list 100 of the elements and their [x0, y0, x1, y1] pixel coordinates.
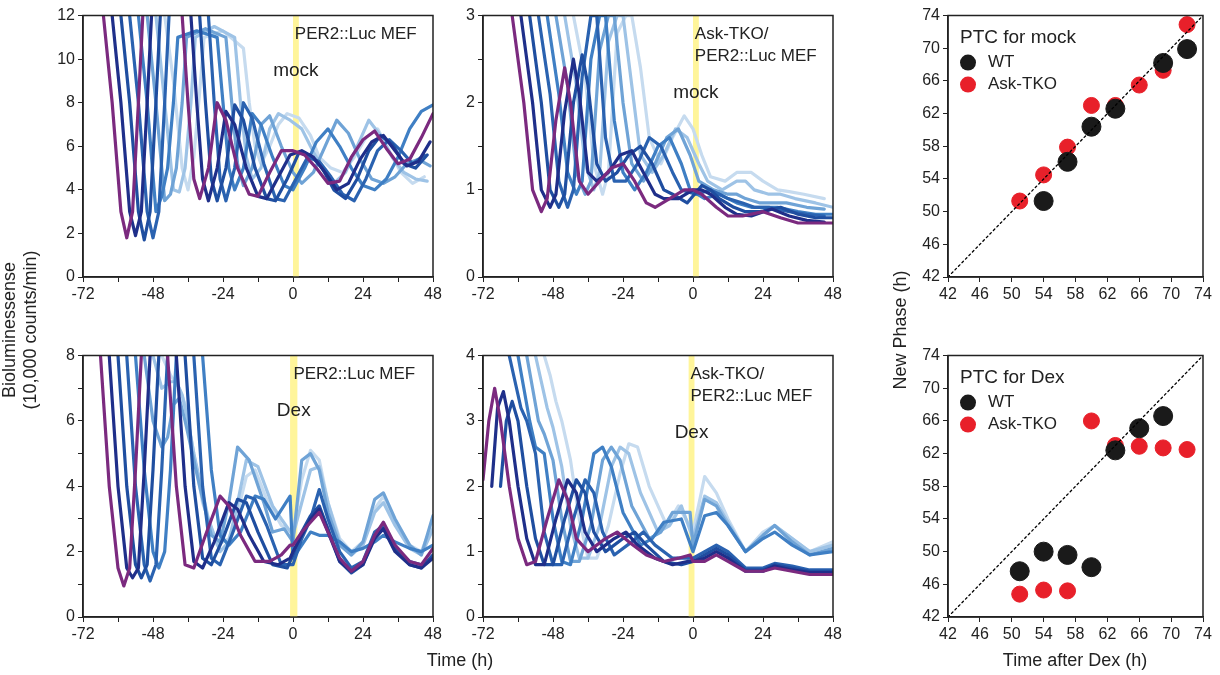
y-axis-title: New Phase (h) — [889, 269, 911, 392]
y-tick-label: 4 — [466, 346, 476, 364]
y-tick-label: 8 — [66, 93, 76, 111]
y-tick-label: 1 — [466, 542, 476, 560]
legend-label: Ask-TKO — [988, 414, 1057, 434]
y-tick-label: 6 — [66, 136, 76, 154]
y-tick-label: 58 — [922, 136, 941, 154]
x-tick-label: 48 — [824, 625, 842, 643]
x-tick-label: -24 — [211, 285, 235, 303]
legend-title: PTC for Dex — [960, 365, 1066, 387]
x-tick-label: 66 — [1130, 285, 1149, 303]
x-tick-label: 50 — [1002, 285, 1021, 303]
annotation: mock — [673, 81, 720, 103]
y-tick-label: 54 — [922, 169, 941, 187]
x-tick-label: 70 — [1162, 625, 1181, 643]
y-tick-label: 74 — [922, 6, 941, 24]
annotation: Ask-TKO/ — [694, 23, 769, 43]
x-tick-label: 24 — [354, 625, 372, 643]
x-tick-label: -24 — [211, 625, 235, 643]
x-tick-label: 66 — [1130, 625, 1149, 643]
y-tick-label: 42 — [922, 607, 941, 625]
y-tick-label: 50 — [922, 542, 941, 560]
y-tick-label: 46 — [922, 234, 941, 252]
annotation: PER2::Luc MEF — [694, 45, 817, 65]
x-tick-label: -72 — [471, 285, 495, 303]
y-tick-label: 1 — [466, 180, 476, 198]
legend-label: Ask-TKO — [988, 74, 1057, 94]
y-tick-label: 0 — [466, 267, 476, 285]
y-tick-label: 50 — [922, 202, 941, 220]
x-tick-label: 42 — [939, 285, 957, 303]
y-tick-label: 4 — [66, 476, 76, 494]
y-tick-label: 62 — [922, 104, 941, 122]
x-tick-label: 24 — [754, 625, 772, 643]
x-tick-label: -24 — [611, 285, 635, 303]
annotation: Dex — [276, 399, 312, 421]
x-tick-label: -72 — [71, 285, 95, 303]
annotation: mock — [273, 59, 320, 81]
annotation: Ask-TKO/ — [690, 363, 765, 383]
x-axis-title: Time (h) — [426, 649, 494, 671]
y-tick-label: 8 — [66, 346, 76, 364]
x-tick-label: -48 — [141, 285, 165, 303]
y-tick-label: 0 — [66, 607, 76, 625]
y-tick-label: 74 — [922, 346, 941, 364]
y-tick-label: 46 — [922, 574, 941, 592]
y-tick-label: 3 — [466, 6, 476, 24]
x-tick-label: 24 — [354, 285, 372, 303]
x-tick-label: 24 — [754, 285, 772, 303]
x-tick-label: -48 — [541, 285, 565, 303]
x-tick-label: -24 — [611, 625, 635, 643]
x-tick-label: 74 — [1194, 625, 1212, 643]
y-tick-label: 4 — [66, 180, 76, 198]
x-tick-label: 54 — [1034, 285, 1053, 303]
x-tick-label: 0 — [688, 625, 698, 643]
y-tick-label: 66 — [922, 411, 941, 429]
y-tick-label: 66 — [922, 71, 941, 89]
x-tick-label: -72 — [71, 625, 95, 643]
x-tick-label: 62 — [1098, 285, 1117, 303]
x-tick-label: 74 — [1194, 285, 1212, 303]
x-tick-label: 46 — [970, 285, 989, 303]
x-tick-label: 48 — [424, 285, 442, 303]
x-tick-label: 0 — [288, 285, 298, 303]
x-tick-label: -48 — [141, 625, 165, 643]
y-tick-label: 3 — [466, 411, 476, 429]
y-tick-label: 54 — [922, 509, 941, 527]
y-tick-label: 70 — [922, 378, 941, 396]
legend-title: PTC for mock — [960, 25, 1077, 47]
y-tick-label: 42 — [922, 267, 941, 285]
x-tick-label: 50 — [1002, 625, 1021, 643]
legend-label: WT — [988, 392, 1015, 412]
annotation: PER2::Luc MEF — [690, 385, 813, 405]
x-tick-label: 48 — [424, 625, 442, 643]
x-tick-label: 0 — [288, 625, 298, 643]
x-tick-label: 46 — [970, 625, 989, 643]
annotation: Dex — [674, 421, 709, 443]
y-tick-label: 58 — [922, 476, 941, 494]
annotation: PER2::Luc MEF — [293, 363, 416, 383]
x-tick-label: 48 — [824, 285, 842, 303]
y-tick-label: 62 — [922, 444, 941, 462]
y-tick-label: 6 — [66, 411, 76, 429]
y-tick-label: 0 — [66, 267, 76, 285]
x-tick-label: 42 — [939, 625, 957, 643]
x-tick-label: 58 — [1066, 285, 1085, 303]
y-tick-label: 12 — [57, 6, 76, 24]
x-tick-label: -72 — [471, 625, 495, 643]
y-tick-label: 70 — [922, 38, 941, 56]
x-axis-title: Time after Dex (h) — [1002, 649, 1148, 671]
x-tick-label: 62 — [1098, 625, 1117, 643]
x-tick-label: -48 — [541, 625, 565, 643]
annotation: PER2::Luc MEF — [294, 23, 417, 43]
x-tick-label: 70 — [1162, 285, 1181, 303]
x-tick-label: 0 — [688, 285, 698, 303]
x-tick-label: 58 — [1066, 625, 1085, 643]
y-tick-label: 0 — [466, 607, 476, 625]
x-tick-label: 54 — [1034, 625, 1053, 643]
y-tick-label: 2 — [466, 93, 476, 111]
y-tick-label: 2 — [66, 223, 76, 241]
y-tick-label: 2 — [66, 542, 76, 560]
y-tick-label: 10 — [57, 49, 76, 67]
legend-label: WT — [988, 52, 1015, 72]
y-axis-title: Bioluminessense (10,000 counts/min) — [0, 249, 41, 412]
